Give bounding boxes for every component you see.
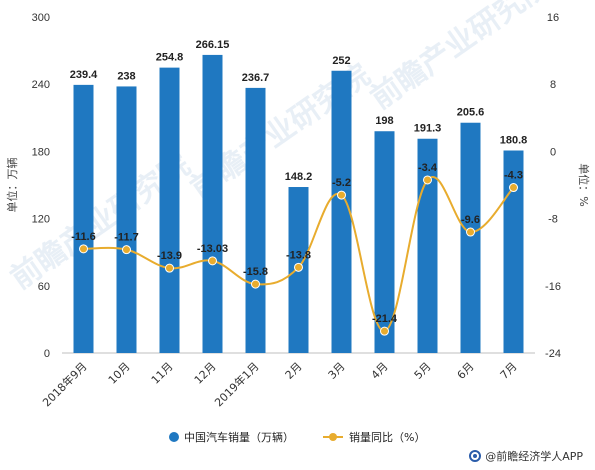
y2-tick-label: 16 bbox=[547, 12, 559, 24]
y-tick-label: 120 bbox=[32, 214, 50, 226]
y-tick-label: 300 bbox=[32, 12, 50, 24]
line-point bbox=[165, 263, 174, 273]
legend-bar-label: 中国汽车销量（万辆） bbox=[184, 430, 294, 444]
line-data-label: -11.6 bbox=[71, 231, 95, 243]
bar-data-label: 148.2 bbox=[285, 171, 313, 183]
legend: 中国汽车销量（万辆） 销量同比（%） bbox=[169, 430, 425, 444]
y2-tick-label: -24 bbox=[545, 348, 561, 360]
bar-data-label: 254.8 bbox=[156, 52, 184, 64]
y2-axis-title: 单位：% bbox=[577, 163, 591, 206]
x-tick-label: 10月 bbox=[106, 360, 133, 387]
bar-data-label: 191.3 bbox=[414, 123, 442, 135]
line-data-label: -5.2 bbox=[332, 177, 351, 189]
line-point bbox=[466, 227, 475, 237]
line-data-label: -13.8 bbox=[286, 249, 311, 261]
x-tick-label: 4月 bbox=[369, 360, 391, 382]
y-tick-label: 240 bbox=[32, 79, 50, 91]
legend-line-dot bbox=[329, 433, 337, 441]
line-point bbox=[294, 262, 303, 272]
bar bbox=[73, 84, 94, 353]
bar-data-label: 180.8 bbox=[500, 135, 528, 147]
line-data-label: -11.7 bbox=[114, 232, 138, 244]
y2-tick-label: -16 bbox=[545, 281, 561, 293]
x-tick-label: 12月 bbox=[192, 360, 219, 387]
line-data-label: -15.8 bbox=[243, 266, 268, 278]
bar-series: 239.4 238 254.8 266.15 236.7 148.2 252 198 191.3… bbox=[70, 39, 528, 354]
line-data-label: -21.4 bbox=[372, 313, 398, 325]
legend-bar-marker bbox=[169, 432, 179, 442]
line-point bbox=[208, 256, 217, 266]
bar bbox=[116, 86, 137, 353]
bar-data-label: 266.15 bbox=[196, 39, 230, 51]
line-point bbox=[251, 279, 260, 289]
line-point bbox=[79, 244, 88, 254]
legend-line-label: 销量同比（%） bbox=[349, 430, 425, 444]
bar bbox=[460, 122, 481, 353]
bar-data-label: 252 bbox=[332, 55, 350, 67]
line-point bbox=[380, 326, 389, 336]
y2-tick-label: 8 bbox=[550, 79, 556, 91]
line-point bbox=[122, 245, 131, 255]
y-tick-label: 0 bbox=[44, 348, 50, 360]
line-data-label: -4.3 bbox=[504, 170, 523, 182]
line-point bbox=[509, 183, 518, 193]
x-tick-label: 2月 bbox=[283, 360, 305, 382]
line-series: -11.6 -11.7 -13.9 -13.03 -15.8 -13.8 -5.2 -21.4… bbox=[71, 162, 523, 336]
x-tick-label: 7月 bbox=[498, 360, 520, 382]
line-point bbox=[423, 175, 432, 185]
line-data-label: -13.03 bbox=[197, 243, 228, 255]
bar bbox=[202, 54, 223, 354]
x-tick-label: 5月 bbox=[412, 360, 434, 382]
x-tick-label: 2019年1月 bbox=[211, 359, 261, 409]
source-text: @前瞻经济学人APP bbox=[485, 450, 583, 463]
bar-data-label: 236.7 bbox=[242, 72, 270, 84]
x-tick-label: 2018年9月 bbox=[39, 359, 89, 409]
bar-data-label: 239.4 bbox=[70, 69, 98, 81]
x-tick-label: 3月 bbox=[326, 360, 348, 382]
y-axis-title: 单位：万辆 bbox=[5, 158, 19, 213]
line-point bbox=[337, 190, 346, 200]
y-tick-label: 180 bbox=[32, 146, 50, 158]
bar bbox=[331, 70, 352, 353]
line-data-label: -9.6 bbox=[461, 214, 480, 226]
bar-data-label: 198 bbox=[375, 115, 393, 127]
bar-data-label: 238 bbox=[117, 70, 135, 82]
bar-data-label: 205.6 bbox=[457, 107, 485, 119]
x-tick-label: 11月 bbox=[149, 360, 176, 387]
bar bbox=[503, 150, 524, 353]
x-tick-label: 6月 bbox=[455, 360, 477, 382]
qianzhan-logo-icon bbox=[469, 450, 482, 462]
y2-tick-label: -8 bbox=[548, 214, 558, 226]
y-tick-label: 60 bbox=[38, 281, 50, 293]
line-data-label: -13.9 bbox=[157, 250, 182, 262]
y2-tick-label: 0 bbox=[550, 146, 556, 158]
bar bbox=[159, 67, 180, 354]
line-data-label: -3.4 bbox=[418, 162, 438, 174]
watermark-text: 前瞻产业研究院 bbox=[365, 0, 557, 117]
bar bbox=[374, 131, 395, 353]
bar bbox=[245, 87, 266, 354]
source-note: @前瞻经济学人APP bbox=[469, 448, 583, 464]
